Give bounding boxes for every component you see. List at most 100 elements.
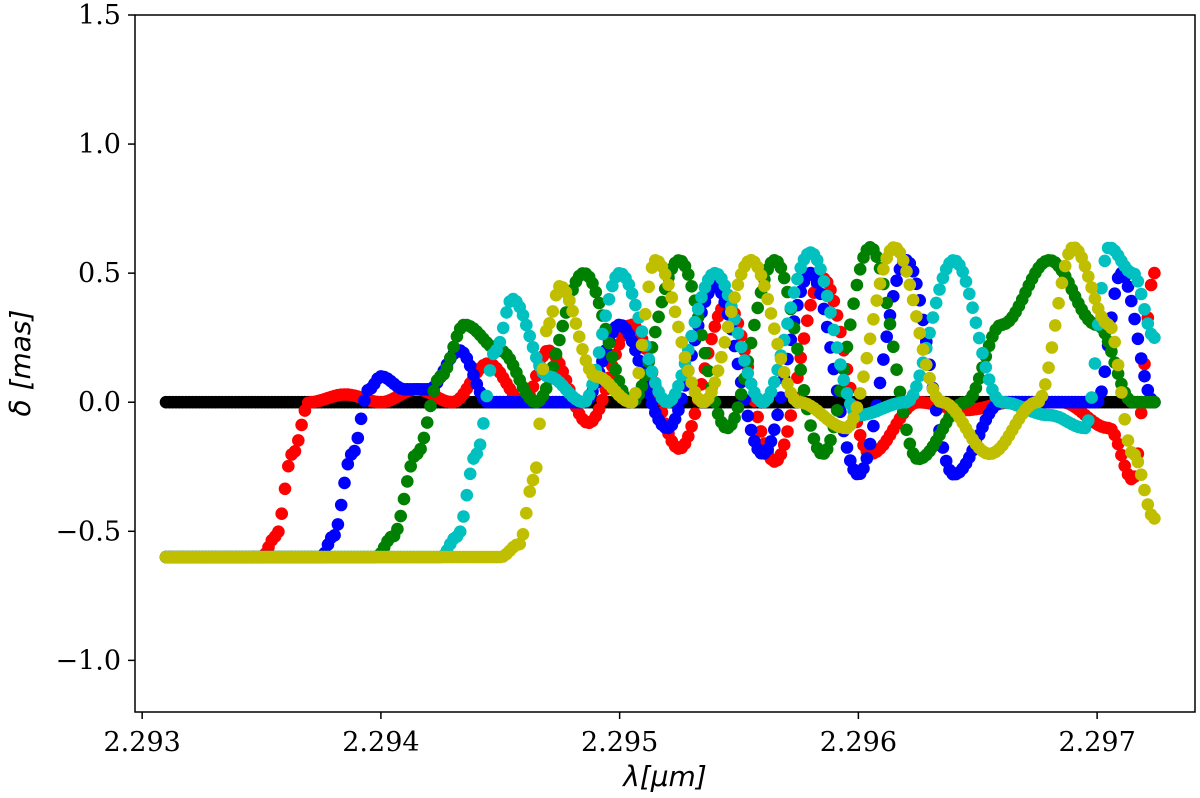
data-point <box>394 509 408 523</box>
data-point <box>668 305 682 319</box>
y-tick-label: 1.0 <box>78 129 121 160</box>
data-point <box>972 372 986 385</box>
data-point <box>635 338 649 352</box>
data-point <box>900 265 913 278</box>
data-point <box>738 354 751 367</box>
data-point <box>734 340 748 354</box>
data-point <box>708 376 722 389</box>
data-point <box>705 332 718 346</box>
data-point <box>543 317 556 330</box>
data-point <box>929 296 943 310</box>
data-point <box>596 393 609 407</box>
data-point <box>639 307 652 321</box>
data-point <box>920 358 933 372</box>
data-point <box>847 411 860 425</box>
data-point <box>642 352 655 366</box>
data-point <box>777 438 791 452</box>
data-point <box>1131 332 1145 346</box>
data-point <box>777 271 791 285</box>
data-point <box>969 316 983 330</box>
data-point <box>447 340 460 354</box>
data-point <box>972 331 986 345</box>
data-point <box>596 327 609 341</box>
data-point <box>427 384 441 398</box>
data-point <box>791 272 804 286</box>
data-point <box>784 409 798 422</box>
data-point <box>837 373 850 387</box>
data-point <box>1085 281 1098 294</box>
data-point <box>847 297 860 311</box>
data-point <box>698 346 712 360</box>
data-point <box>563 294 576 307</box>
data-point <box>453 525 467 538</box>
data-point <box>1148 512 1161 525</box>
data-point <box>539 382 553 395</box>
data-point <box>1134 406 1148 420</box>
x-tick-label: 2.295 <box>581 727 658 758</box>
data-point <box>850 401 864 414</box>
data-point <box>814 262 827 276</box>
data-point <box>632 366 645 380</box>
data-point <box>629 387 642 400</box>
data-point <box>956 265 969 279</box>
data-point <box>351 431 365 445</box>
data-point <box>1035 389 1049 403</box>
data-point <box>903 278 917 292</box>
data-point <box>840 387 854 400</box>
data-point <box>761 292 774 306</box>
data-point <box>672 320 685 334</box>
data-point <box>685 420 698 433</box>
data-point <box>777 366 791 379</box>
y-tick-label: 1.5 <box>78 0 121 31</box>
data-point <box>830 404 844 417</box>
data-point <box>417 431 431 445</box>
data-point <box>721 320 735 334</box>
data-point <box>602 293 616 306</box>
data-point <box>731 401 745 414</box>
data-point <box>982 373 996 386</box>
data-point <box>913 326 926 340</box>
data-point <box>840 441 854 454</box>
data-point <box>1115 448 1128 462</box>
data-point <box>1085 391 1098 404</box>
data-point <box>1118 413 1131 426</box>
data-point <box>602 336 616 350</box>
data-point <box>853 263 867 276</box>
data-point <box>576 343 589 356</box>
data-point <box>1121 280 1135 293</box>
data-point <box>556 319 569 333</box>
data-point <box>1134 287 1148 301</box>
x-axis: 2.293 2.294 2.295 2.296 2.297 <box>104 712 1136 758</box>
data-point <box>645 365 659 379</box>
data-point <box>473 438 487 452</box>
data-point <box>463 467 477 481</box>
data-point <box>1134 352 1148 365</box>
data-point <box>771 408 784 422</box>
data-point <box>903 437 917 451</box>
data-point <box>549 347 563 361</box>
data-point <box>731 326 745 340</box>
data-point <box>331 518 345 531</box>
data-point <box>1088 357 1102 370</box>
data-point <box>751 410 764 424</box>
data-point <box>1115 386 1128 399</box>
data-point <box>824 433 837 447</box>
data-point <box>883 317 897 331</box>
y-tick-label: 0.0 <box>78 387 121 418</box>
data-point <box>688 315 702 329</box>
data-point <box>493 335 507 349</box>
data-point <box>1111 437 1125 451</box>
data-point <box>1111 367 1125 381</box>
data-point <box>976 346 989 360</box>
data-point <box>820 289 834 303</box>
data-point <box>867 313 880 326</box>
data-point <box>711 364 725 378</box>
data-point <box>959 275 973 288</box>
data-point <box>282 459 295 473</box>
data-point <box>857 370 870 384</box>
data-point <box>530 461 543 475</box>
data-point <box>609 363 622 377</box>
data-point <box>758 279 771 293</box>
data-point <box>926 311 940 324</box>
data-point <box>1128 312 1141 326</box>
